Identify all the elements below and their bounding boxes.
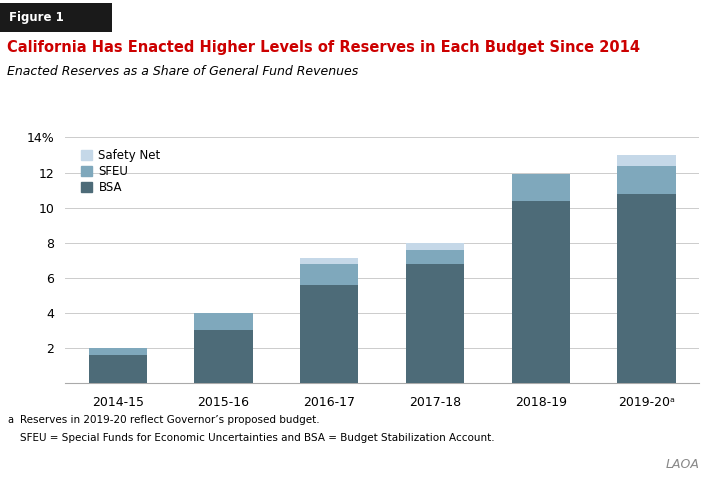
Bar (300, 264, 358, 285)
Text: California Has Enacted Higher Levels of Reserves in Each Budget Since 2014: California Has Enacted Higher Levels of … (7, 40, 640, 55)
Bar (300, 258, 358, 264)
Bar (617, 155, 676, 165)
Bar (195, 313, 252, 330)
Text: Figure 1: Figure 1 (9, 11, 63, 24)
Bar (617, 165, 676, 193)
Bar (512, 201, 570, 383)
Legend: Safety Net, SFEU, BSA: Safety Net, SFEU, BSA (77, 146, 164, 198)
Bar (406, 250, 464, 264)
Bar (617, 193, 676, 383)
Text: Enacted Reserves as a Share of General Fund Revenues: Enacted Reserves as a Share of General F… (7, 65, 358, 78)
Text: a: a (7, 415, 13, 425)
Bar (512, 174, 570, 201)
Bar (406, 243, 464, 250)
Bar (300, 285, 358, 383)
Bar (89, 355, 147, 383)
Bar (195, 330, 252, 383)
Text: Reserves in 2019-20 reflect Governor’s proposed budget.: Reserves in 2019-20 reflect Governor’s p… (20, 415, 320, 425)
Bar (89, 348, 147, 355)
Bar (406, 264, 464, 383)
Text: LAOA: LAOA (665, 459, 699, 471)
Text: SFEU = Special Funds for Economic Uncertainties and BSA = Budget Stabilization A: SFEU = Special Funds for Economic Uncert… (20, 433, 495, 443)
